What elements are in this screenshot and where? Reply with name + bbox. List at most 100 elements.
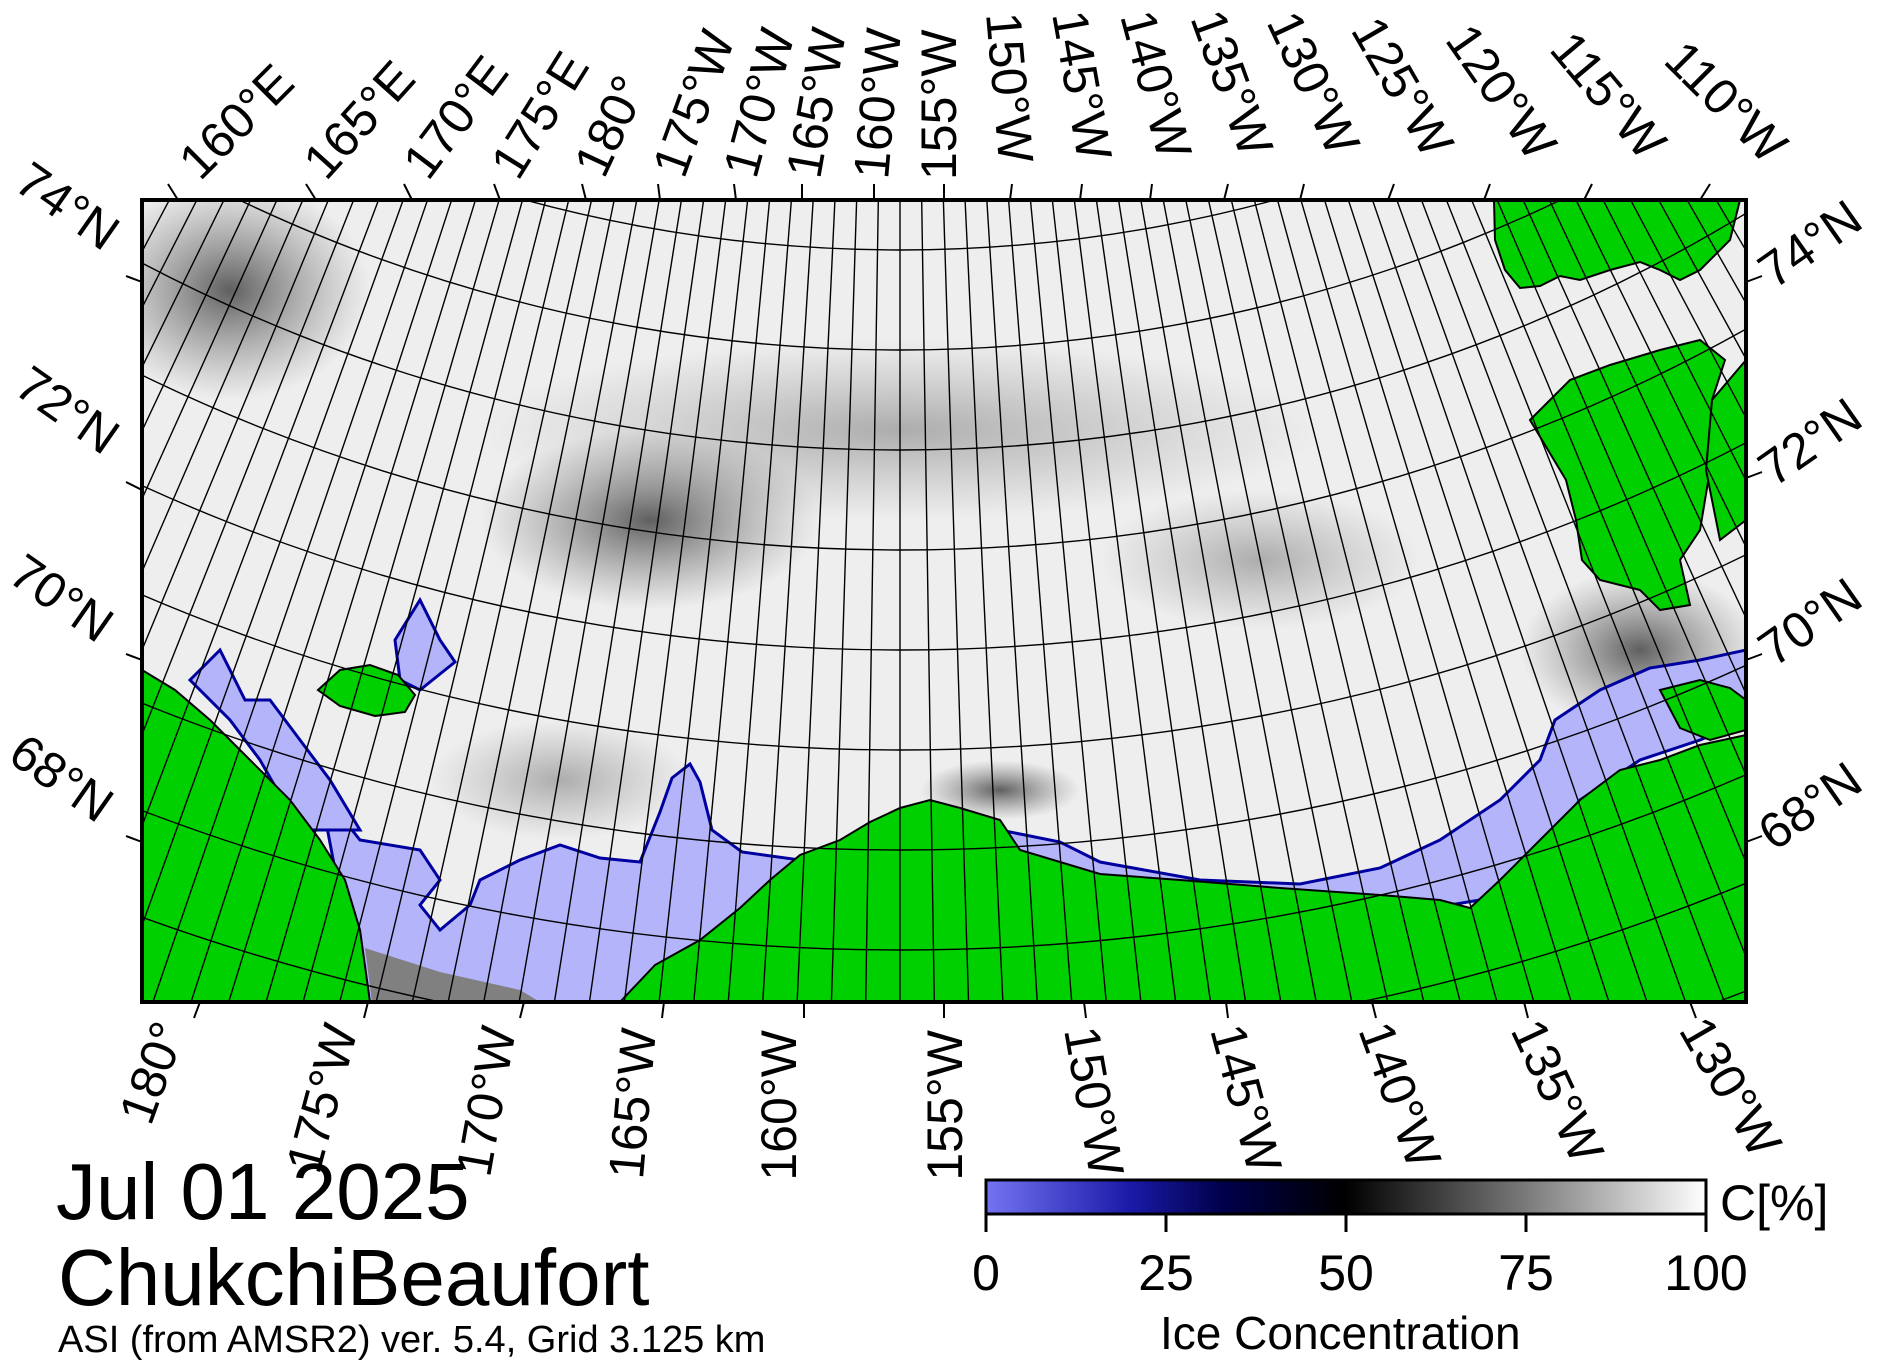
graticule-meridian: [1207, 200, 1389, 1002]
graticule-meridian: [265, 200, 500, 1002]
lat-label-left: 70°N: [0, 543, 123, 653]
graticule-meridian: [1095, 200, 1212, 1002]
colorbar-tick-label: 25: [1138, 1245, 1194, 1301]
left-latitude-labels: 74°N 72°N 70°N 68°N: [0, 151, 129, 833]
lon-label-bottom: 150°W: [1053, 1022, 1134, 1181]
colorbar-tick-label: 0: [972, 1245, 1000, 1301]
graticule-meridian: [1117, 200, 1247, 1002]
region-title: ChukchiBeaufort: [58, 1233, 650, 1322]
no-data-area: [365, 948, 540, 1002]
lon-label-top: 160°W: [843, 25, 912, 181]
right-latitude-labels: 74°N 72°N 70°N 68°N: [1748, 189, 1872, 861]
lon-label-bottom: 145°W: [1199, 1018, 1292, 1179]
graticule-meridian: [986, 200, 1038, 1002]
lon-label-bottom: 130°W: [1668, 1008, 1792, 1167]
graticule-meridian: [830, 200, 858, 1002]
graticule-meridian: [483, 200, 638, 1002]
date-title: Jul 01 2025: [56, 1147, 470, 1236]
graticule-meridian: [1276, 200, 1498, 1002]
graticule-meridian: [865, 200, 880, 1002]
colorbar: [984, 1178, 1708, 1232]
graticule-meridian: [623, 200, 727, 1002]
graticule-meridian: [190, 200, 453, 1002]
graticule-meridian: [142, 200, 380, 828]
graticule-meridian: [1323, 200, 1573, 1002]
graticule-meridian: [142, 200, 252, 433]
graticule-meridian: [1575, 200, 1746, 549]
lon-label-bottom: 180°: [108, 1015, 196, 1131]
graticule-meridian: [1420, 200, 1726, 1002]
source-subtitle: ASI (from AMSR2) ver. 5.4, Grid 3.125 km: [58, 1319, 766, 1361]
frame-ticks: [125, 183, 1763, 1019]
lon-label-top: 150°W: [975, 10, 1044, 166]
graticule-meridian: [1162, 200, 1317, 1002]
ice-low-concentration-area: [920, 760, 1080, 820]
lon-label-top: 110°W: [1654, 30, 1798, 174]
lon-label-bottom: 155°W: [917, 1029, 973, 1180]
graticule-meridian: [142, 200, 225, 369]
graticule-meridian: [142, 200, 330, 652]
lon-label-top: 115°W: [1540, 21, 1678, 170]
graticule-meridian: [1007, 200, 1073, 1002]
graticule-meridian: [227, 200, 477, 1002]
lat-label-left: 68°N: [0, 723, 123, 833]
top-longitude-labels: 160°E 165°E 170°E 175°E 180° 175°W 170°W…: [168, 3, 1798, 190]
lon-label-bottom: 140°W: [1348, 1015, 1452, 1176]
graticule-meridian: [1253, 200, 1461, 1002]
land-alaska: [618, 733, 1746, 1002]
lat-label-right: 68°N: [1748, 751, 1872, 861]
lat-label-left: 72°N: [6, 355, 130, 465]
land-chukotka: [142, 668, 372, 1002]
lat-label-left: 74°N: [6, 151, 130, 261]
lon-label-top: 145°W: [1041, 6, 1122, 165]
land-banks-island: [1528, 338, 1727, 612]
lon-label-top: 120°W: [1435, 14, 1568, 170]
graticule-meridian: [142, 200, 404, 928]
graticule-meridian: [302, 200, 524, 1002]
graticule-meridian: [142, 200, 304, 574]
colorbar-gradient: [984, 1178, 1708, 1216]
graticule-meridian: [553, 200, 683, 1002]
graticule-meridian: [964, 200, 1004, 1002]
graticule-meridian: [518, 200, 660, 1002]
land-victoria-island: [1704, 358, 1746, 542]
ice-low-concentration-area: [480, 430, 820, 610]
graticule-meridian: [447, 200, 615, 1002]
graticule-meridian: [1496, 200, 1746, 777]
graticule-meridian: [1347, 200, 1610, 1002]
graticule-meridian: [588, 200, 705, 1002]
graticule-meridian: [762, 200, 814, 1002]
graticule-meridian: [1396, 200, 1687, 1002]
lon-label-bottom: 165°W: [598, 1025, 667, 1181]
graticule-meridian: [1445, 200, 1746, 959]
graticule-meridian: [727, 200, 793, 1002]
graticule-meridian: [1029, 200, 1107, 1002]
graticule-meridian: [796, 200, 836, 1002]
graticule-meridian: [1371, 200, 1648, 1002]
graticule-meridian: [658, 200, 749, 1002]
colorbar-title: Ice Concentration: [1160, 1307, 1521, 1359]
graticule-meridian: [0, 0, 152, 970]
graticule-meridian: [1300, 200, 1535, 1002]
graticule-meridian: [1470, 200, 1746, 865]
graticule-meridian: [920, 200, 935, 1002]
graticule-meridian: [1548, 200, 1746, 620]
lat-label-right: 74°N: [1748, 189, 1872, 299]
lon-label-top: 155°W: [911, 29, 967, 180]
graticule-meridian: [142, 200, 355, 737]
graticule-meridian: [1185, 200, 1353, 1002]
lon-label-bottom: 135°W: [1500, 1011, 1615, 1172]
graticule-meridian: [1073, 200, 1177, 1002]
graticule-meridian: [693, 200, 771, 1002]
lat-label-right: 70°N: [1748, 567, 1872, 677]
graticule-meridian: [411, 200, 593, 1002]
graticule-meridian: [142, 200, 278, 501]
lat-label-right: 72°N: [1748, 387, 1872, 497]
colorbar-unit: C[%]: [1720, 1175, 1829, 1231]
graticule-meridian: [1522, 200, 1746, 696]
graticule-meridian: [942, 200, 970, 1002]
